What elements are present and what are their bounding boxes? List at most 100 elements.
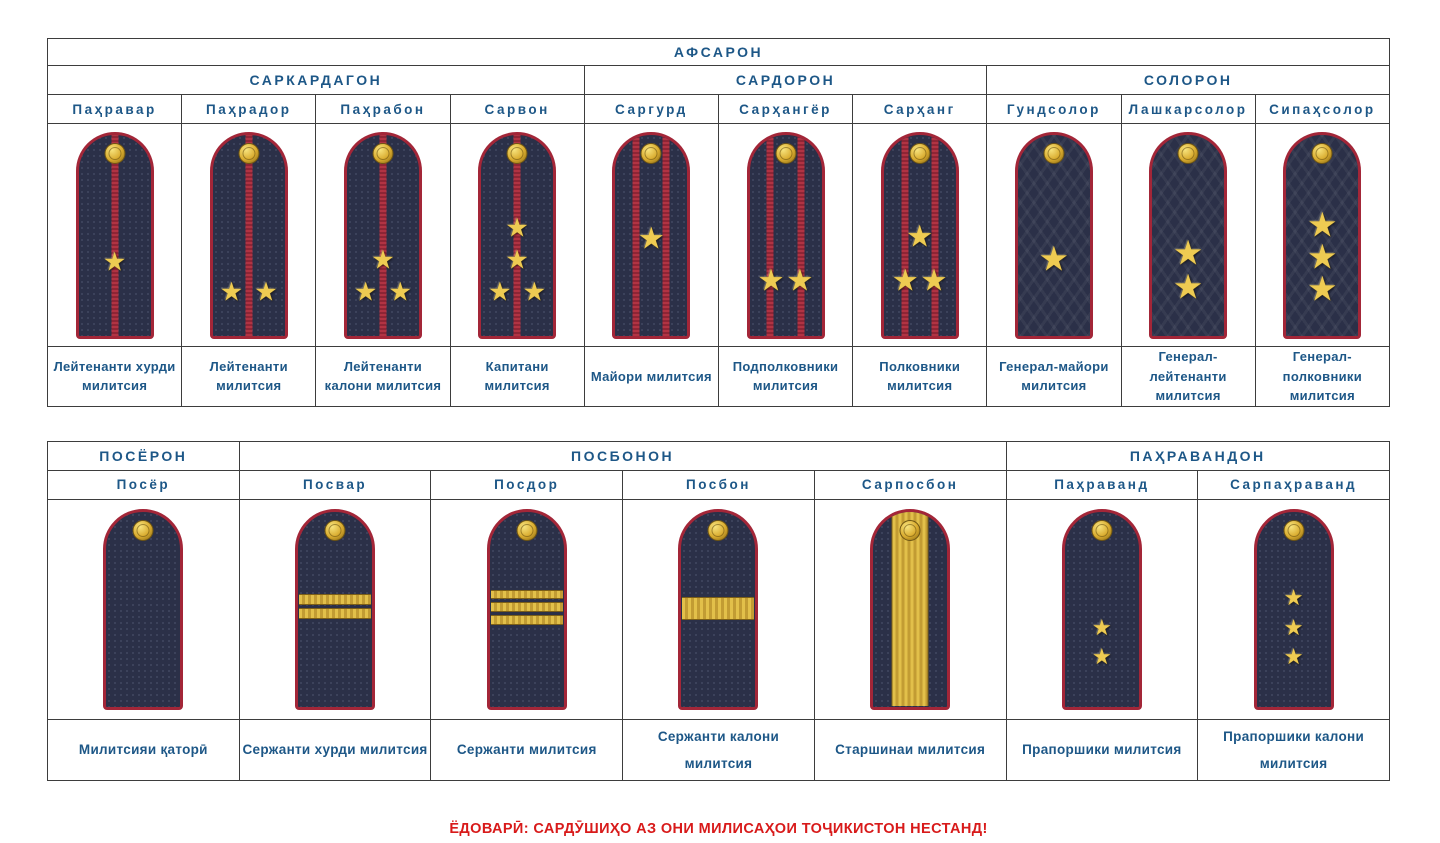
group-header-pahravandon: ПАҲРАВАНДОН xyxy=(1005,440,1391,471)
epaulette-button-icon xyxy=(238,142,260,164)
rank-name-cell: Посвар xyxy=(238,469,432,500)
red-stripe xyxy=(797,134,805,336)
rank-name-cell: Паҳрабон xyxy=(315,94,451,124)
shoulder-board: ★ ★ ★ xyxy=(880,131,959,339)
star-icon: ★ xyxy=(488,276,512,307)
red-stripe xyxy=(662,134,670,336)
rank-label-cell: Лейтенанти калони милитсия xyxy=(315,346,451,407)
rank-name-cell: Паҳравар xyxy=(46,94,183,124)
rank-label-cell: Подполковники милитсия xyxy=(717,346,854,407)
shoulder-board: ★ xyxy=(1014,131,1093,339)
group-header-sardoron: САРДОРОН xyxy=(583,65,988,95)
officers-group-row: САРКАРДАГОН САРДОРОН СОЛОРОН xyxy=(47,65,1390,95)
gold-vertical-band xyxy=(891,511,929,706)
star-icon: ★ xyxy=(1172,234,1204,273)
group-header-sarkardagon: САРКАРДАГОН xyxy=(47,65,585,95)
board-cell: ★ ★ xyxy=(181,123,317,347)
enlisted-table: ПОСЁРОН ПОСБОНОН ПАҲРАВАНДОН Посёр Посвар… xyxy=(47,440,1391,781)
rank-name-cell: Паҳрадор xyxy=(181,94,317,124)
shoulder-board: ★ ★ xyxy=(1149,131,1228,339)
epaulette-button-icon xyxy=(1091,519,1113,541)
star-icon: ★ xyxy=(1307,270,1338,309)
rank-name-cell: Сарвон xyxy=(449,94,585,124)
board-cell: ★ ★ ★ xyxy=(1197,498,1390,720)
red-stripe xyxy=(111,134,119,336)
epaulette-button-icon xyxy=(506,142,528,164)
epaulette-button-icon xyxy=(1043,142,1065,164)
star-icon: ★ xyxy=(354,276,378,307)
rank-name-cell: Сарпаҳраванд xyxy=(1197,469,1390,500)
shoulder-board xyxy=(678,508,759,710)
gold-band xyxy=(682,597,755,620)
star-icon: ★ xyxy=(1283,643,1304,669)
star-icon: ★ xyxy=(637,222,665,256)
epaulette-button-icon xyxy=(640,142,662,164)
rank-label-cell: Генерал-майори милитсия xyxy=(986,346,1122,407)
board-cell: ★ xyxy=(583,123,719,347)
rank-label-cell: Капитани милитсия xyxy=(449,346,585,407)
enlisted-rank-label-row: Милитсияи қаторӣ Сержанти хурди милитсия С… xyxy=(47,718,1390,781)
star-icon: ★ xyxy=(786,264,814,298)
group-header-soloron: СОЛОРОН xyxy=(986,65,1390,95)
rank-name-cell: Сарпосбон xyxy=(813,469,1007,500)
board-cell xyxy=(813,498,1007,720)
star-icon: ★ xyxy=(505,212,529,243)
gold-band xyxy=(299,594,372,606)
rank-label-cell: Сержанти хурди милитсия xyxy=(238,718,432,781)
epaulette-button-icon xyxy=(899,519,921,541)
enlisted-board-row: ★ ★ ★ ★ ★ xyxy=(47,498,1390,720)
red-stripe xyxy=(931,134,939,336)
gold-band xyxy=(490,614,563,625)
star-icon: ★ xyxy=(1283,585,1304,611)
board-cell: ★ ★ xyxy=(717,123,854,347)
rank-name-cell: Сарҳангёр xyxy=(717,94,854,124)
red-stripe xyxy=(632,134,640,336)
shoulder-board: ★ xyxy=(75,131,154,339)
board-cell: ★ ★ ★ ★ xyxy=(449,123,585,347)
shoulder-board xyxy=(486,508,567,710)
gold-band xyxy=(490,589,563,600)
rank-name-cell: Посбон xyxy=(622,469,815,500)
rank-label-cell: Полковники милитсия xyxy=(852,346,988,407)
epaulette-button-icon xyxy=(909,142,931,164)
epaulette-button-icon xyxy=(516,519,538,541)
star-icon: ★ xyxy=(1038,240,1070,279)
group-header-posbonon: ПОСБОНОН xyxy=(238,440,1007,471)
shoulder-board: ★ ★ ★ ★ xyxy=(478,131,557,339)
shoulder-board: ★ ★ xyxy=(209,131,288,339)
star-icon: ★ xyxy=(757,264,785,298)
rank-label-cell: Сержанти милитсия xyxy=(430,718,624,781)
board-cell: ★ ★ xyxy=(1005,498,1199,720)
shoulder-board xyxy=(103,508,184,710)
shoulder-board xyxy=(870,508,951,710)
shoulder-board: ★ ★ ★ xyxy=(1253,508,1334,710)
rank-name-cell: Саргурд xyxy=(583,94,719,124)
star-icon: ★ xyxy=(906,220,934,254)
board-cell: ★ ★ ★ xyxy=(1254,123,1391,347)
board-cell xyxy=(622,498,815,720)
rank-label-cell: Генерал-лейтенанти милитсия xyxy=(1120,346,1256,407)
board-cell: ★ ★ ★ xyxy=(852,123,988,347)
board-cell xyxy=(47,498,240,720)
epaulette-button-icon xyxy=(707,519,729,541)
epaulette-button-icon xyxy=(1311,142,1333,164)
rank-label-cell: Прапоршики калони милитсия xyxy=(1197,718,1390,781)
star-icon: ★ xyxy=(1307,206,1338,245)
epaulette-button-icon xyxy=(775,142,797,164)
board-cell: ★ ★ ★ xyxy=(315,123,451,347)
star-icon: ★ xyxy=(371,244,395,275)
board-cell xyxy=(238,498,432,720)
red-stripe xyxy=(901,134,909,336)
rank-label-cell: Милитсияи қаторӣ xyxy=(47,718,240,781)
shoulder-board: ★ ★ ★ xyxy=(1283,131,1362,339)
board-cell: ★ xyxy=(986,123,1122,347)
star-icon: ★ xyxy=(388,276,412,307)
rank-name-cell: Посёр xyxy=(47,469,240,500)
star-icon: ★ xyxy=(505,244,529,275)
red-stripe xyxy=(379,134,387,336)
enlisted-group-row: ПОСЁРОН ПОСБОНОН ПАҲРАВАНДОН xyxy=(47,440,1391,471)
rank-name-cell: Лашкарсолор xyxy=(1120,94,1256,124)
shoulder-board: ★ ★ xyxy=(1061,508,1142,710)
star-icon: ★ xyxy=(1172,268,1204,307)
